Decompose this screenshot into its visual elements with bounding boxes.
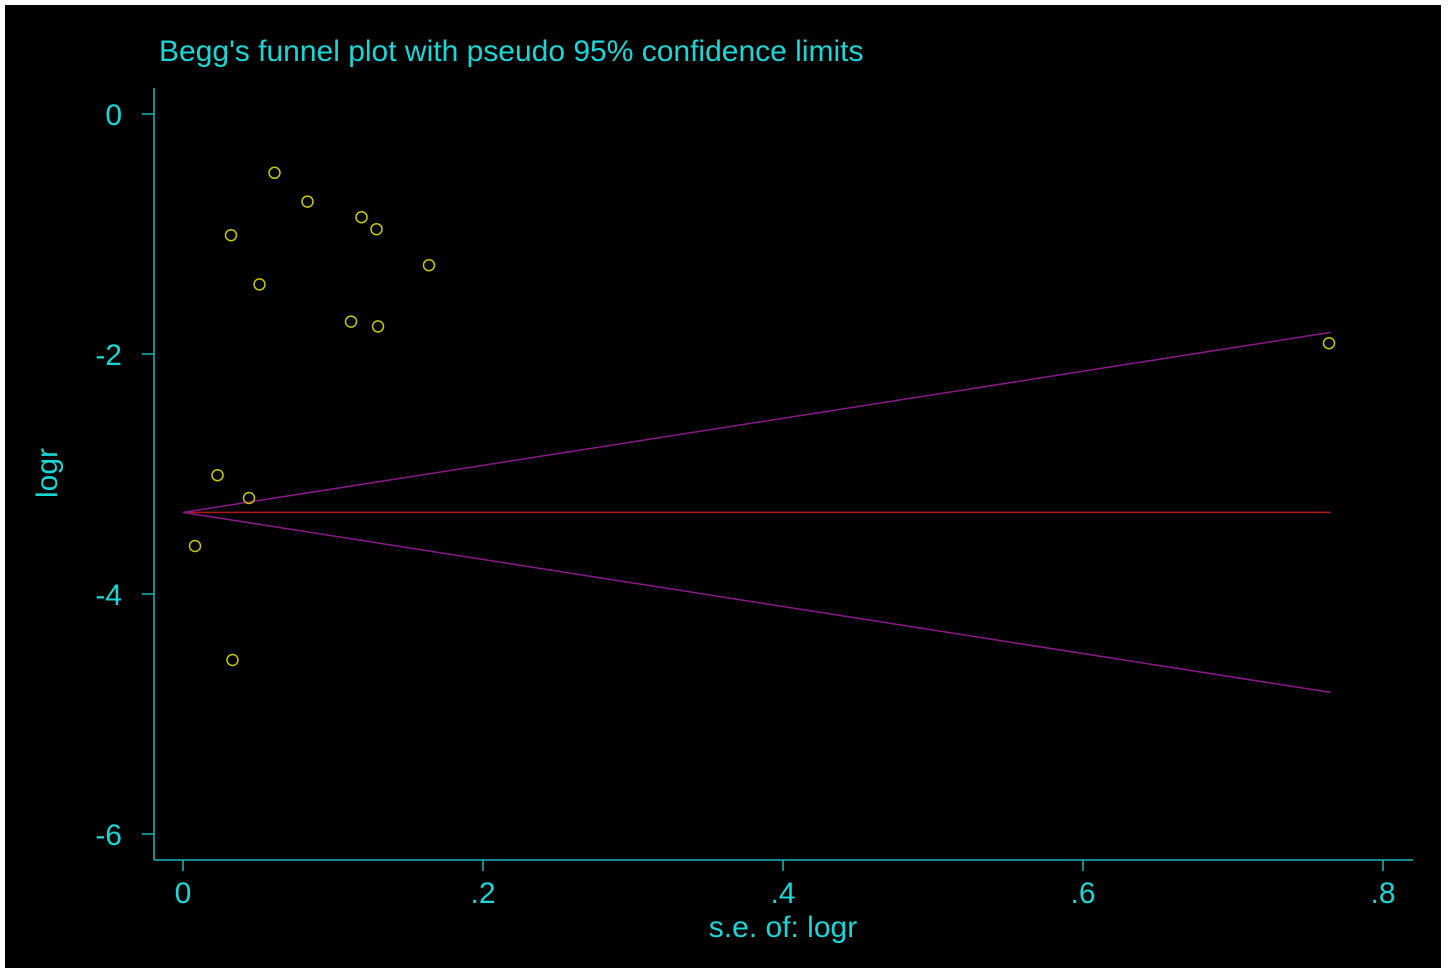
- study-point: [1322, 336, 1336, 350]
- study-points: [188, 166, 1336, 667]
- lower-confidence-limit-line: [182, 511, 1331, 694]
- study-point: [226, 653, 239, 667]
- y-tick-label: -4: [95, 579, 122, 612]
- ticks: 0 .2 .4 .6 .8 0 -2 -4 -6: [95, 99, 1395, 910]
- funnel-plot: 0 .2 .4 .6 .8 0 -2 -4 -6 s.e. of: logr logr: [31, 88, 1413, 944]
- study-point: [301, 195, 314, 208]
- chart-title: Begg's funnel plot with pseudo 95% confi…: [159, 35, 864, 68]
- study-point: [344, 315, 358, 328]
- y-tick-label: -6: [95, 819, 122, 852]
- study-point: [253, 278, 266, 291]
- x-tick-label: .6: [1070, 877, 1095, 910]
- x-axis-label: s.e. of: logr: [709, 911, 857, 944]
- study-point: [355, 210, 368, 224]
- chart-frame: Begg's funnel plot with pseudo 95% confi…: [5, 5, 1441, 968]
- study-point: [211, 468, 224, 482]
- y-axis-label: logr: [31, 448, 64, 498]
- study-point: [370, 222, 383, 236]
- study-point: [371, 320, 385, 333]
- study-point: [188, 539, 202, 553]
- funnel-lines: [182, 331, 1331, 694]
- x-tick-label: .8: [1370, 877, 1395, 910]
- upper-confidence-limit-line: [182, 331, 1331, 514]
- x-tick-label: .4: [770, 877, 795, 910]
- study-point: [422, 258, 436, 272]
- y-tick-label: 0: [105, 99, 122, 132]
- study-point: [242, 491, 256, 505]
- x-tick-label: .2: [470, 877, 495, 910]
- x-tick-label: 0: [175, 877, 192, 910]
- study-point: [268, 166, 281, 180]
- axes: [153, 88, 1413, 861]
- study-point: [224, 228, 238, 242]
- y-tick-label: -2: [95, 339, 122, 372]
